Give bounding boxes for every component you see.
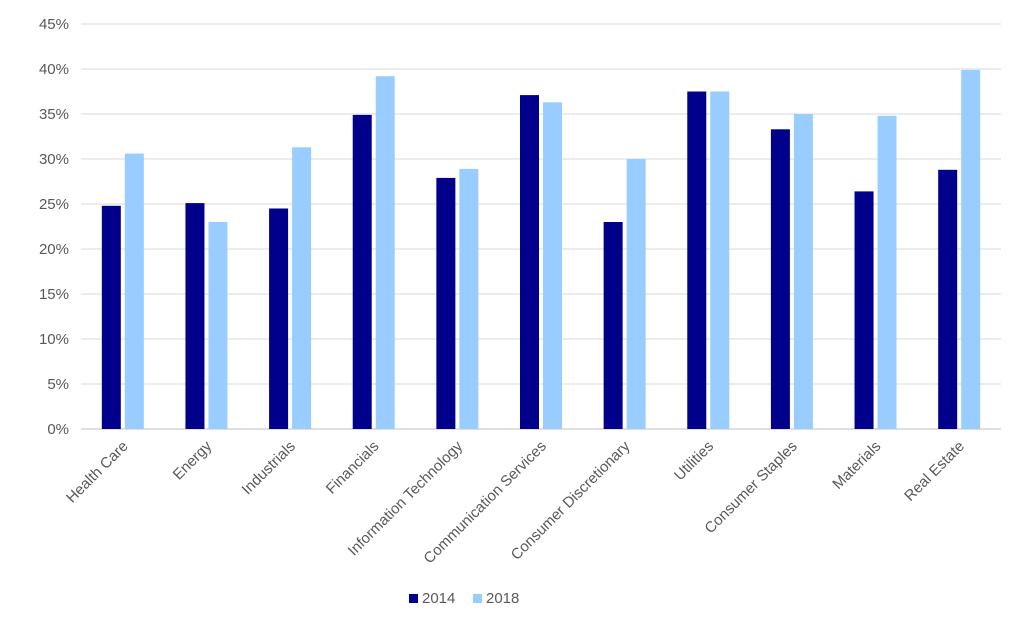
x-tick-label: Financials [323,438,383,498]
bar-2014-communication-services [520,95,539,429]
bar-2014-energy [185,203,205,429]
y-tick-label: 15% [39,286,69,303]
bar-2018-information-technology [459,168,479,429]
x-tick-label: Energy [170,437,216,483]
bar-2018-health-care [124,153,144,429]
bar-2018-consumer-discretionary [626,159,646,429]
bar-2018-energy [208,222,228,429]
bar-2018-financials [375,76,395,429]
x-tick-label: Materials [829,438,884,493]
y-tick-label: 40% [39,61,69,78]
x-tick-label: Utilities [671,438,717,484]
y-tick-label: 10% [39,331,69,348]
bar-2018-communication-services [543,102,562,430]
bar-2018-real-estate [961,69,981,430]
bar-2014-consumer-staples [770,129,790,430]
bar-2014-information-technology [436,177,456,429]
y-tick-label: 45% [39,16,69,33]
legend-label-2014: 2014 [422,590,455,607]
bar-2018-consumer-staples [793,114,813,429]
x-tick-label: Consumer Staples [701,438,800,537]
bar-2014-utilities [687,91,707,429]
legend: 2014 2018 [409,590,519,607]
x-axis-ticks: Health Care Energy Industrials FinancialsIn… [63,437,968,567]
bars [101,69,981,430]
bar-2014-consumer-discretionary [603,222,623,429]
y-tick-label: 0% [47,421,69,438]
x-tick-label: Real Estate [901,438,968,505]
legend-label-2018: 2018 [486,590,519,607]
bar-2014-financials [352,114,372,430]
bar-2014-health-care [101,205,121,429]
y-tick-label: 25% [39,196,69,213]
y-axis-ticks: 0% 5% 10% 15% 20% 25% 30% 35% 40% 45% [39,16,69,438]
bar-2014-materials [854,191,874,429]
gridlines [81,23,1001,430]
bar-2018-utilities [710,91,730,429]
legend-swatch-2014 [409,594,418,603]
y-tick-label: 35% [39,106,69,123]
x-tick-label: Health Care [63,438,132,507]
x-tick-label: Industrials [239,438,299,498]
bar-2018-materials [877,115,897,430]
legend-swatch-2018 [473,594,482,603]
y-tick-label: 30% [39,151,69,168]
bar-2014-industrials [269,208,289,429]
bar-2018-industrials [292,147,312,430]
bar-2014-real-estate [938,169,958,430]
y-tick-label: 5% [47,376,69,393]
y-tick-label: 20% [39,241,69,258]
